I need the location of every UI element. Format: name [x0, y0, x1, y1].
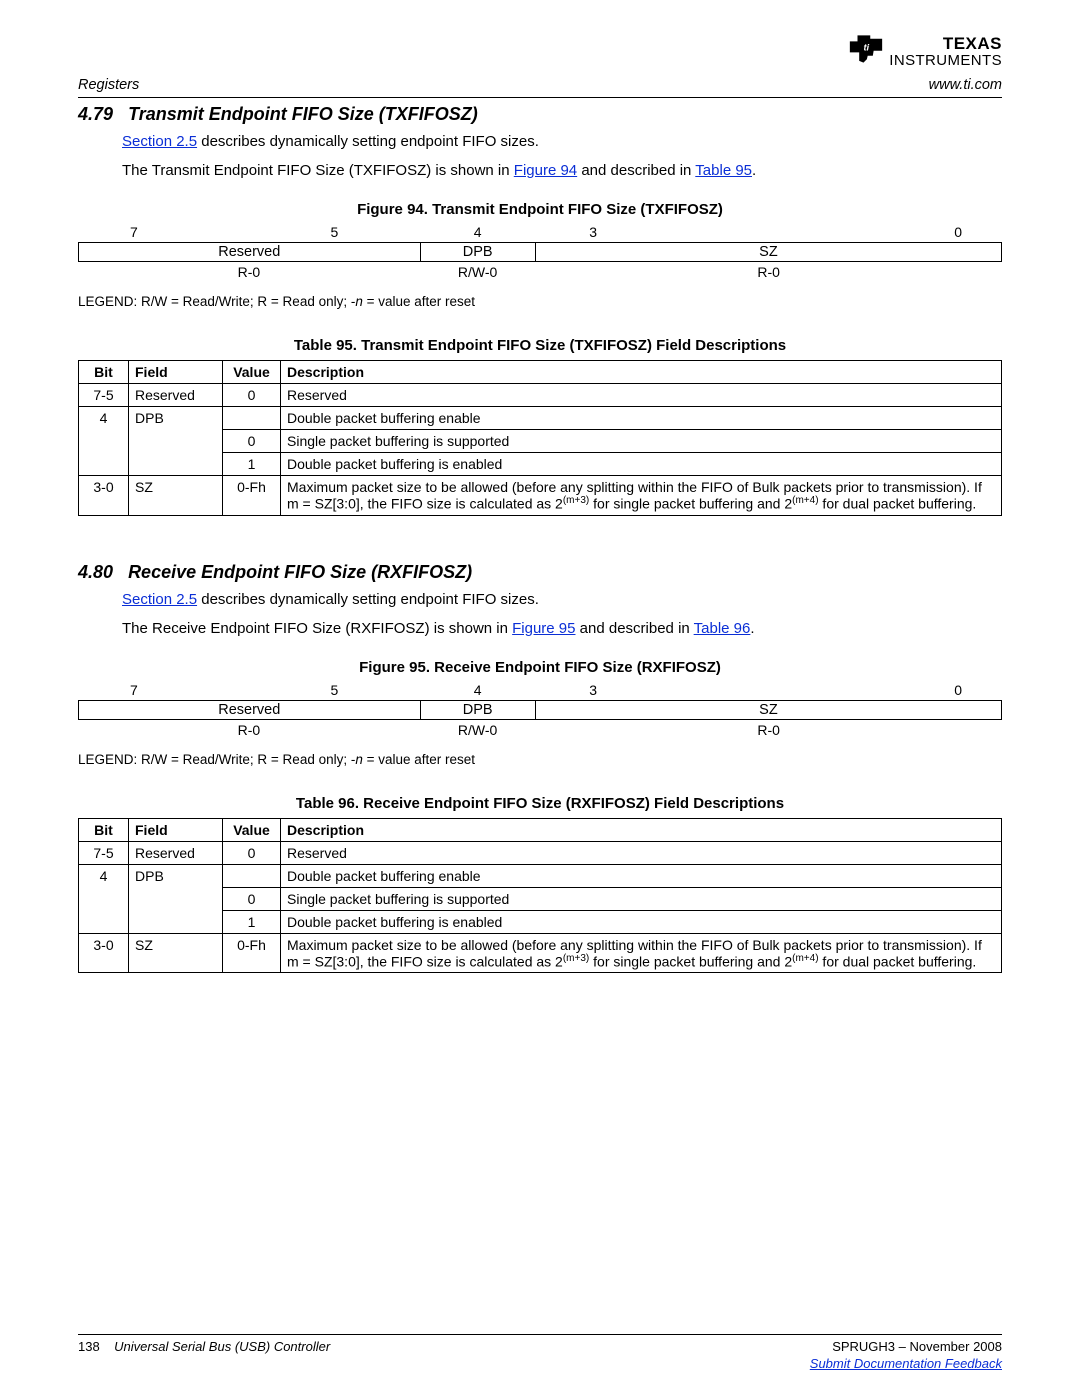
table-row: 3-0 SZ 0-Fh Maximum packet size to be al… — [79, 476, 1002, 516]
fig95-rw-row: R-0R/W-0R-0 — [78, 722, 1002, 738]
fig94-register-layout: Reserved DPB SZ — [78, 242, 1002, 262]
logo-text-1: TEXAS — [889, 34, 1002, 54]
sec1-link-tbl95[interactable]: Table 95 — [695, 162, 752, 179]
footer-feedback-link[interactable]: Submit Documentation Feedback — [810, 1356, 1002, 1371]
sec1-link-fig94[interactable]: Figure 94 — [514, 162, 577, 179]
sec2-title: Receive Endpoint FIFO Size (RXFIFOSZ) — [128, 562, 472, 582]
header-rule — [78, 97, 1002, 98]
sec2-link-tbl96[interactable]: Table 96 — [694, 620, 751, 637]
table-row: 7-5 Reserved 0 Reserved — [79, 384, 1002, 407]
table-row: 0 Single packet buffering is supported — [79, 430, 1002, 453]
sec1-p2b: and described in — [577, 162, 695, 179]
table-row: 4 DPB Double packet buffering enable — [79, 407, 1002, 430]
tbl95-title: Table 95. Transmit Endpoint FIFO Size (T… — [78, 337, 1002, 354]
sec2-p2a: The Receive Endpoint FIFO Size (RXFIFOSZ… — [122, 620, 512, 637]
table-row: 7-5 Reserved 0 Reserved — [79, 841, 1002, 864]
footer-rule — [78, 1334, 1002, 1335]
tbl96: Bit Field Value Description 7-5 Reserved… — [78, 818, 1002, 974]
table-row: 1 Double packet buffering is enabled — [79, 910, 1002, 933]
sec1-link-section25[interactable]: Section 2.5 — [122, 133, 197, 150]
sec1-num: 4.79 — [78, 104, 113, 124]
sec2-p2c: . — [750, 620, 754, 637]
tbl95: Bit Field Value Description 7-5 Reserved… — [78, 360, 1002, 516]
footer-page-num: 138 — [78, 1339, 100, 1354]
fig95-legend: LEGEND: R/W = Read/Write; R = Read only;… — [78, 752, 1002, 767]
sec2-link-fig95[interactable]: Figure 95 — [512, 620, 575, 637]
table-row: 3-0 SZ 0-Fh Maximum packet size to be al… — [79, 933, 1002, 973]
footer-rev: SPRUGH3 – November 2008 — [832, 1339, 1002, 1354]
ti-chip-icon: ti — [849, 34, 883, 64]
sec1-p1b: describes dynamically setting endpoint F… — [197, 133, 539, 150]
table-row: 0 Single packet buffering is supported — [79, 887, 1002, 910]
fig95-bit-numbers: 75430 — [78, 682, 1002, 698]
table-row: 1 Double packet buffering is enabled — [79, 453, 1002, 476]
sec1-p2a: The Transmit Endpoint FIFO Size (TXFIFOS… — [122, 162, 514, 179]
tbl96-title: Table 96. Receive Endpoint FIFO Size (RX… — [78, 795, 1002, 812]
fig95-register-layout: Reserved DPB SZ — [78, 700, 1002, 720]
fig94-legend: LEGEND: R/W = Read/Write; R = Read only;… — [78, 294, 1002, 309]
header-right: www.ti.com — [929, 77, 1002, 93]
logo-text-2: INSTRUMENTS — [889, 52, 1002, 69]
fig94-rw-row: R-0R/W-0R-0 — [78, 264, 1002, 280]
footer-doc-title: Universal Serial Bus (USB) Controller — [114, 1339, 330, 1354]
header-left: Registers — [78, 77, 139, 93]
svg-text:ti: ti — [864, 43, 870, 53]
fig94-title: Figure 94. Transmit Endpoint FIFO Size (… — [78, 201, 1002, 218]
sec2-link-section25[interactable]: Section 2.5 — [122, 591, 197, 608]
ti-logo: ti TEXAS INSTRUMENTS — [78, 34, 1002, 69]
sec2-p2b: and described in — [576, 620, 694, 637]
fig94-bit-numbers: 75430 — [78, 224, 1002, 240]
sec2-p1b: describes dynamically setting endpoint F… — [197, 591, 539, 608]
table-row: 4 DPB Double packet buffering enable — [79, 864, 1002, 887]
fig95-title: Figure 95. Receive Endpoint FIFO Size (R… — [78, 659, 1002, 676]
sec1-title: Transmit Endpoint FIFO Size (TXFIFOSZ) — [128, 104, 478, 124]
sec1-p2c: . — [752, 162, 756, 179]
sec2-num: 4.80 — [78, 562, 113, 582]
